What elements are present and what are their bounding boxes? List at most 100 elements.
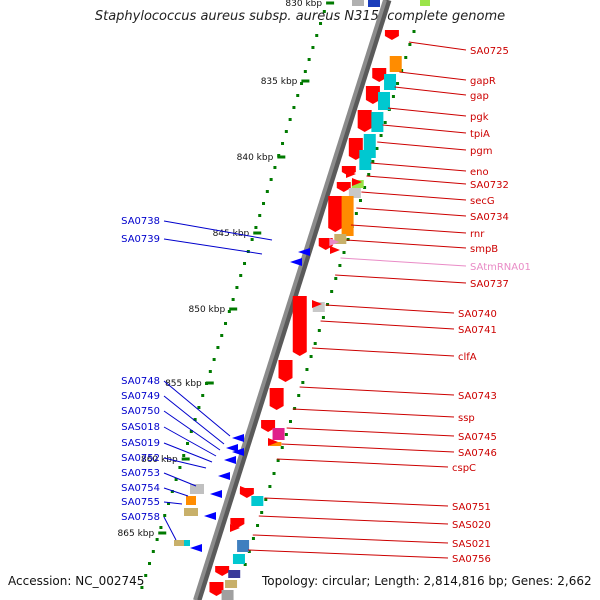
accession-text: Accession: NC_002745 <box>8 574 145 588</box>
right-gene-label: SA0734 <box>470 212 509 223</box>
gene-top-blue <box>368 0 380 7</box>
scale-dot <box>170 490 174 493</box>
ruler-label: 830 kbp <box>285 0 322 9</box>
track-dot <box>367 173 371 176</box>
track-dot <box>272 472 276 475</box>
forward-gene-block <box>292 296 307 356</box>
colored-gene-block <box>341 196 354 236</box>
right-gene-label: clfA <box>458 352 477 363</box>
forward-gene-block <box>230 518 245 528</box>
right-leader-line <box>387 107 467 117</box>
ruler-label: 865 kbp <box>118 529 155 539</box>
forward-gene-block <box>365 86 380 104</box>
scale-dot <box>208 370 212 373</box>
track-dot <box>404 56 408 59</box>
right-leader-line <box>361 191 467 201</box>
track-dot <box>284 433 288 436</box>
forward-gene-block <box>318 238 333 250</box>
track-dot <box>338 264 342 267</box>
scale-dot <box>197 406 201 409</box>
track-dot <box>321 316 325 319</box>
left-gene-label: SA0749 <box>121 391 160 402</box>
right-gene-label: eno <box>470 167 489 178</box>
colored-gene-block <box>384 74 397 90</box>
track-dot <box>288 420 292 423</box>
scale-dot <box>292 106 296 109</box>
track-dot <box>391 95 395 98</box>
track-dot <box>317 329 321 332</box>
track-dot <box>268 485 272 488</box>
track-dot <box>396 82 400 85</box>
left-leader-line <box>163 516 177 541</box>
track-dot <box>264 498 268 501</box>
scale-dot <box>151 550 155 553</box>
track-dot <box>243 563 247 566</box>
reverse-gene-mark <box>290 258 302 266</box>
left-gene-label: SA0750 <box>121 406 160 417</box>
right-gene-label: gap <box>470 91 489 102</box>
scale-dot <box>148 562 152 565</box>
track-dot <box>297 394 301 397</box>
left-leader-line <box>163 410 221 451</box>
colored-gene-block <box>378 92 391 110</box>
right-gene-label: SA0743 <box>458 391 497 402</box>
scale-dot <box>174 478 178 481</box>
short-forward-gene <box>330 246 340 254</box>
reverse-gene-block <box>186 496 196 505</box>
track-dot <box>342 251 346 254</box>
scale-dot <box>235 286 239 289</box>
left-gene-label: SA0739 <box>121 234 160 245</box>
left-leader-line <box>163 457 207 469</box>
right-leader-line <box>377 141 467 151</box>
reverse-gene-mark <box>218 472 230 480</box>
colored-gene-block <box>348 188 361 198</box>
forward-gene-block <box>215 566 230 576</box>
colored-gene-block <box>272 428 285 440</box>
scale-dot <box>224 322 228 325</box>
short-forward-gene <box>352 178 362 186</box>
right-gene-label: SA0732 <box>470 180 509 191</box>
ruler-label: 840 kbp <box>237 153 274 163</box>
left-gene-label: SAS019 <box>121 438 160 449</box>
left-gene-label: SA0748 <box>121 376 160 387</box>
scale-dot <box>144 574 148 577</box>
right-gene-label: SA0751 <box>452 502 491 513</box>
right-gene-label: SA0746 <box>458 448 497 459</box>
scale-dot <box>288 118 292 121</box>
scale-dot <box>231 298 235 301</box>
track-dot <box>330 290 334 293</box>
reverse-gene-mark <box>298 248 310 256</box>
reverse-gene-block <box>184 540 190 546</box>
scale-dot <box>201 394 205 397</box>
scale-dot <box>239 274 243 277</box>
reverse-gene-mark <box>232 434 244 442</box>
ruler-label: 855 kbp <box>165 379 202 389</box>
short-forward-gene <box>240 486 250 494</box>
reverse-gene-mark <box>190 544 202 552</box>
right-leader-line <box>382 124 467 134</box>
scale-dot <box>254 226 258 229</box>
scale-dot <box>307 58 311 61</box>
track-dot <box>293 407 297 410</box>
short-forward-gene <box>346 170 356 178</box>
rna-gene-marker <box>329 238 340 246</box>
colored-gene-block <box>269 442 282 446</box>
left-leader-line <box>163 220 273 241</box>
forward-gene-block <box>269 388 284 410</box>
scale-dot <box>319 22 323 25</box>
right-leader-line <box>299 386 455 396</box>
scale-dot <box>273 166 277 169</box>
right-leader-line <box>356 207 467 217</box>
reverse-gene-mark <box>232 448 244 456</box>
colored-gene-block <box>389 56 402 72</box>
colored-gene-block <box>221 590 234 600</box>
right-gene-label: pgk <box>470 112 489 123</box>
left-gene-label: SAS018 <box>121 422 160 433</box>
left-gene-label: SA0758 <box>121 512 160 523</box>
right-leader-line <box>276 458 449 468</box>
scale-dot <box>296 94 300 97</box>
reverse-gene-block <box>184 508 198 516</box>
gene-top-green <box>420 0 430 6</box>
colored-gene-block <box>312 302 325 312</box>
right-gene-label: SA0740 <box>458 309 497 320</box>
